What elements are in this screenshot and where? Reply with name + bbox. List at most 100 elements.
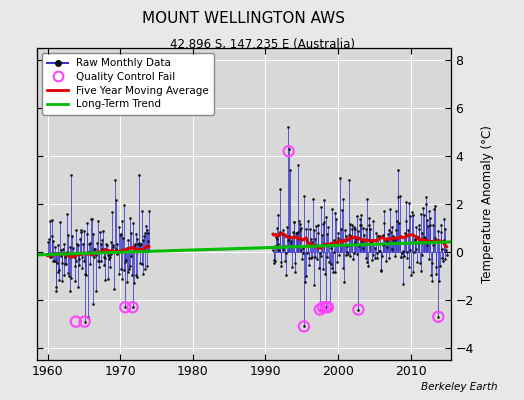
Point — [322, 304, 330, 310]
Point — [417, 268, 425, 274]
Point — [316, 250, 324, 256]
Point — [60, 241, 69, 247]
Point — [302, 273, 311, 280]
Point — [45, 236, 53, 242]
Point — [381, 241, 389, 247]
Point — [343, 249, 352, 255]
Point — [343, 243, 351, 250]
Point — [373, 255, 381, 261]
Point — [298, 256, 306, 262]
Point — [105, 256, 113, 262]
Point — [431, 203, 440, 209]
Point — [79, 241, 87, 248]
Point — [78, 254, 86, 260]
Point — [135, 239, 144, 246]
Title: MOUNT WELLINGTON AWS: MOUNT WELLINGTON AWS — [142, 11, 345, 26]
Point — [313, 230, 322, 236]
Point — [301, 226, 310, 233]
Point — [427, 272, 435, 278]
Point — [364, 263, 372, 269]
Point — [324, 258, 333, 265]
Point — [70, 278, 79, 285]
Point — [413, 240, 422, 246]
Point — [410, 236, 419, 243]
Point — [77, 227, 85, 233]
Point — [420, 212, 429, 219]
Point — [398, 280, 407, 287]
Point — [366, 226, 374, 232]
Point — [316, 253, 325, 260]
Point — [386, 240, 395, 246]
Point — [84, 249, 92, 256]
Point — [108, 244, 117, 250]
Point — [370, 255, 379, 261]
Point — [121, 304, 129, 310]
Point — [342, 252, 351, 258]
Point — [382, 258, 390, 264]
Point — [300, 323, 308, 330]
Point — [283, 236, 292, 243]
Point — [355, 216, 364, 222]
Point — [132, 230, 140, 237]
Point — [321, 304, 330, 310]
Point — [54, 267, 63, 274]
Point — [279, 226, 288, 233]
Point — [406, 246, 414, 253]
Point — [423, 216, 432, 223]
Point — [102, 242, 111, 248]
Point — [117, 266, 125, 272]
Point — [439, 257, 447, 264]
Text: Berkeley Earth: Berkeley Earth — [421, 382, 498, 392]
Point — [132, 272, 140, 278]
Point — [116, 231, 125, 237]
Point — [362, 255, 370, 261]
Point — [336, 174, 344, 181]
Point — [311, 254, 320, 260]
Point — [270, 260, 278, 266]
Point — [383, 244, 391, 250]
Point — [61, 260, 69, 267]
Point — [441, 256, 449, 262]
Point — [406, 213, 414, 219]
Point — [96, 229, 104, 235]
Point — [319, 266, 327, 272]
Point — [105, 254, 114, 260]
Point — [81, 318, 89, 325]
Point — [47, 216, 56, 223]
Point — [292, 230, 301, 236]
Point — [110, 286, 118, 292]
Point — [392, 208, 401, 214]
Point — [307, 236, 315, 242]
Point — [422, 200, 430, 207]
Point — [414, 234, 422, 240]
Point — [395, 219, 403, 226]
Point — [278, 246, 287, 252]
Point — [366, 225, 375, 232]
Point — [144, 238, 152, 244]
Point — [120, 267, 128, 273]
Point — [381, 238, 390, 244]
Point — [269, 257, 278, 263]
Point — [308, 239, 316, 246]
Point — [312, 222, 320, 229]
Point — [401, 230, 409, 236]
Point — [324, 224, 332, 230]
Point — [291, 269, 299, 275]
Point — [129, 279, 138, 286]
Point — [71, 258, 80, 264]
Point — [340, 242, 348, 248]
Point — [346, 253, 354, 259]
Point — [276, 228, 285, 235]
Point — [277, 258, 285, 265]
Point — [422, 241, 431, 248]
Point — [111, 177, 119, 183]
Point — [362, 226, 370, 232]
Point — [434, 314, 442, 320]
Point — [284, 124, 292, 130]
Point — [50, 258, 58, 264]
Point — [411, 236, 419, 242]
Point — [344, 177, 353, 183]
Point — [283, 224, 291, 230]
Point — [440, 216, 449, 223]
Point — [293, 162, 302, 168]
